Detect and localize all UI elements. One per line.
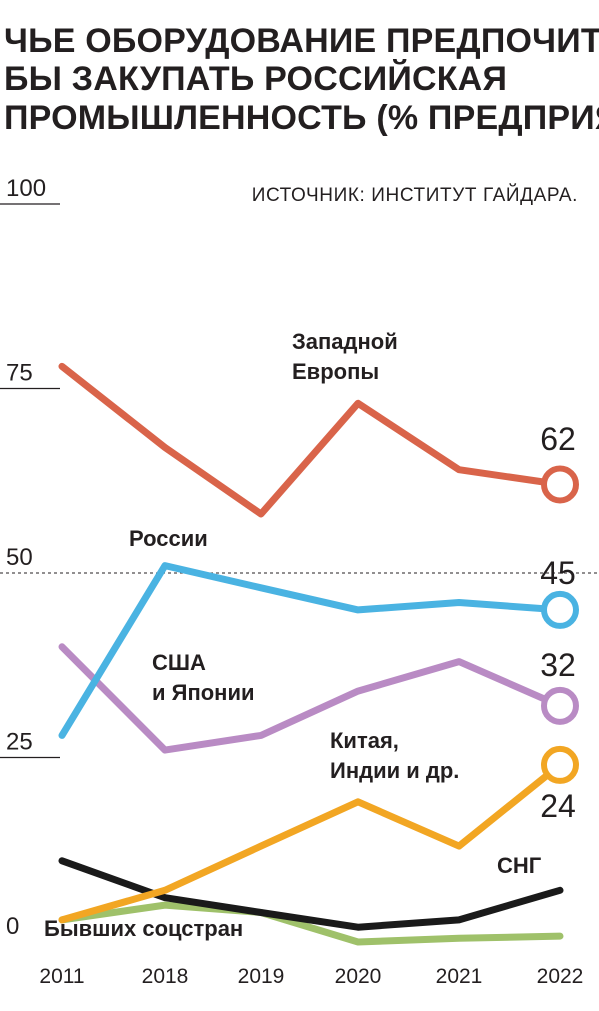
series-label-china-india: Китая,	[330, 728, 399, 753]
source-note: ИСТОЧНИК: ИНСТИТУТ ГАЙДАРА.	[252, 184, 578, 206]
x-tick-label: 2022	[537, 965, 584, 988]
series-label-western-europe: Западной	[292, 329, 398, 354]
y-tick-label: 25	[6, 729, 33, 756]
x-tick-label: 2020	[335, 965, 382, 988]
series-layer	[58, 362, 564, 946]
x-tick-label: 2019	[238, 965, 285, 988]
y-axis: 0 25 50 75 100	[0, 175, 599, 940]
x-tick-label: 2011	[39, 965, 84, 988]
series-label-usa-japan: и Японии	[152, 680, 255, 705]
series-line-china-india	[58, 761, 564, 924]
series-label-western-europe: Европы	[292, 359, 379, 384]
end-value-usa-japan: 32	[540, 647, 576, 683]
end-value-russia: 45	[540, 555, 576, 591]
end-marker-china-india	[541, 745, 579, 784]
series-label-usa-japan: США	[152, 650, 206, 675]
chart-title-line-1: ЧЬЕ ОБОРУДОВАНИЕ ПРЕДПОЧИТАЛА	[4, 22, 599, 60]
end-value-china-india: 24	[540, 788, 576, 824]
marker-layer	[541, 465, 579, 784]
x-tick-label: 2021	[436, 965, 483, 988]
series-label-former-socialist: Бывших соцстран	[44, 916, 243, 941]
end-value-western-europe: 62	[540, 421, 576, 457]
series-label-cis: СНГ	[497, 853, 542, 878]
series-line-cis	[58, 857, 564, 931]
y-tick-label: 100	[6, 175, 46, 202]
label-layer: Западной Европы 62 России 45 США и Японии 32 Кит…	[44, 329, 576, 941]
x-axis: 2011 2018 2019 2020 2021 2022	[39, 965, 583, 988]
end-marker-usa-japan	[541, 686, 579, 725]
y-tick-label: 75	[6, 360, 33, 387]
x-tick-label: 2018	[142, 965, 189, 988]
series-line-russia	[58, 562, 564, 739]
chart-title-line-3: ПРОМЫШЛЕННОСТЬ (% ПРЕДПРИЯТИЙ)	[4, 98, 599, 137]
y-tick-label: 50	[6, 544, 33, 571]
series-label-china-india: Индии и др.	[330, 758, 459, 783]
series-label-russia: России	[129, 526, 208, 551]
series-line-western-europe	[58, 362, 564, 518]
series-line-former-socialist	[58, 901, 564, 946]
y-tick-label: 0	[6, 913, 19, 940]
end-marker-western-europe	[541, 465, 579, 504]
series-line-usa-japan	[58, 643, 564, 754]
chart-title-line-2: БЫ ЗАКУПАТЬ РОССИЙСКАЯ	[4, 59, 507, 98]
end-marker-russia	[541, 590, 579, 629]
